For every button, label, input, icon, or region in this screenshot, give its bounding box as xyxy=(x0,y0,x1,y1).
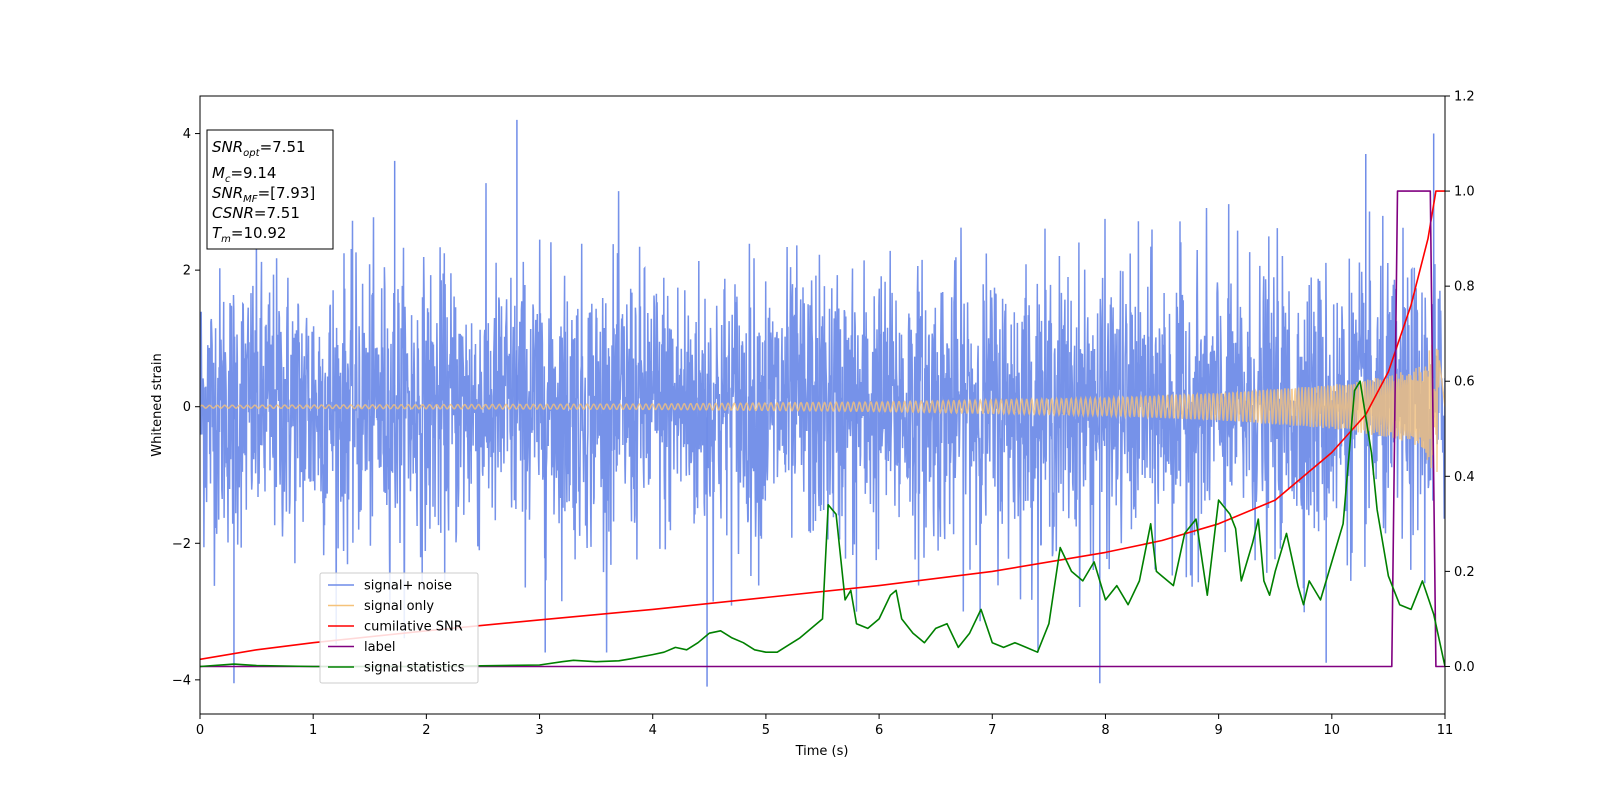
series-signal-noise xyxy=(200,119,1445,687)
info-mc-value: 9.14 xyxy=(243,164,276,182)
series-signal-statistics xyxy=(200,380,1445,668)
x-tick-label: 8 xyxy=(1101,723,1109,738)
y-left-tick-label: 0 xyxy=(183,400,191,415)
legend-label-cumilative-snr: cumilative SNR xyxy=(364,620,463,635)
series-label xyxy=(200,190,1445,668)
y-axis-title: Whitened strain xyxy=(150,353,165,456)
info-mc: Mc=9.14 xyxy=(212,164,276,185)
x-tick-label: 11 xyxy=(1437,723,1454,738)
info-snr-mf: SNRMF=[7.93] xyxy=(212,184,315,205)
info-tm-value: 10.92 xyxy=(244,224,287,242)
legend-label-signal-noise: signal+ noise xyxy=(364,579,452,594)
y-right-tick-label: 0.2 xyxy=(1454,565,1475,580)
signal-noise-line xyxy=(200,183,1445,653)
x-tick-label: 9 xyxy=(1214,723,1222,738)
y-left-tick-label: 2 xyxy=(183,264,191,279)
legend-label-signal-only: signal only xyxy=(364,599,434,614)
plot-frame xyxy=(199,95,1446,715)
y-right-tick-label: 1.2 xyxy=(1454,90,1475,105)
info-csnr-value: 7.51 xyxy=(267,204,300,222)
legend: signal+ noise signal only cumilative SNR la… xyxy=(319,572,479,684)
x-tick-label: 2 xyxy=(422,723,430,738)
x-axis-title: Time (s) xyxy=(795,744,849,759)
info-snr-opt: SNRopt=7.51 xyxy=(212,138,306,159)
series-signal-only xyxy=(200,344,1445,473)
y-right-tick-label: 0.4 xyxy=(1454,470,1475,485)
y-right-tick-label: 1.0 xyxy=(1454,185,1475,200)
x-tick-label: 1 xyxy=(309,723,317,738)
x-axis: 0 1 2 3 4 5 6 7 8 9 10 11 xyxy=(196,714,1453,738)
info-box-frame xyxy=(206,129,334,250)
x-tick-label: 6 xyxy=(875,723,883,738)
x-tick-label: 10 xyxy=(1324,723,1341,738)
legend-frame xyxy=(319,572,479,684)
info-tm: Tm=10.92 xyxy=(212,224,286,245)
y-left-tick-label: 4 xyxy=(183,127,191,142)
x-tick-label: 3 xyxy=(535,723,543,738)
y-left-tick-label: −4 xyxy=(172,673,191,688)
y-axis-right: 0.0 0.2 0.4 0.6 0.8 1.0 1.2 xyxy=(1445,90,1475,675)
legend-label-signal-statistics: signal statistics xyxy=(364,661,465,676)
legend-label-label: label xyxy=(364,640,395,655)
x-tick-label: 7 xyxy=(988,723,996,738)
info-csnr: CSNR=7.51 xyxy=(212,204,300,222)
signal-only-line xyxy=(200,344,1445,473)
y-left-tick-label: −2 xyxy=(172,537,191,552)
x-tick-label: 5 xyxy=(762,723,770,738)
info-box: SNRopt=7.51 Mc=9.14 SNRMF=[7.93] CSNR=7.… xyxy=(206,129,334,250)
y-right-tick-label: 0.0 xyxy=(1454,660,1475,675)
info-snr-opt-value: 7.51 xyxy=(272,138,305,156)
x-tick-label: 0 xyxy=(196,723,204,738)
x-tick-label: 4 xyxy=(649,723,657,738)
y-axis-left: −4 −2 0 2 4 xyxy=(172,127,200,688)
label-line xyxy=(200,190,1445,668)
signal-statistics-line xyxy=(200,380,1445,668)
y-right-tick-label: 0.6 xyxy=(1454,375,1475,390)
y-right-tick-label: 0.8 xyxy=(1454,280,1475,295)
info-snr-mf-value: [7.93] xyxy=(270,184,315,202)
